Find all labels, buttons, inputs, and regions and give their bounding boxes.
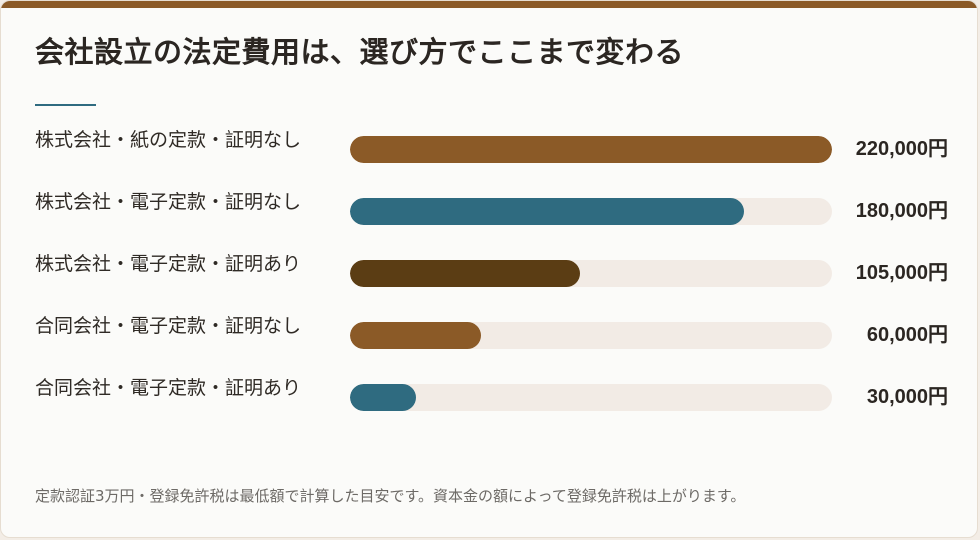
- bar-track: [350, 136, 832, 163]
- top-accent-bar: [1, 1, 977, 8]
- bar: [350, 322, 482, 349]
- chart-title: 会社設立の法定費用は、選び方でここまで変わる: [35, 35, 685, 69]
- bar: [350, 260, 581, 287]
- bar-track: [350, 260, 832, 287]
- value-label: 60,000円: [866, 324, 948, 346]
- bar-track: [350, 198, 832, 225]
- category-label: 株式会社・電子定款・証明なし: [35, 191, 302, 213]
- bar-track: [350, 322, 832, 349]
- bar: [350, 384, 416, 411]
- category-label: 株式会社・電子定款・証明あり: [35, 253, 302, 275]
- bar-track: [350, 384, 832, 411]
- category-label: 株式会社・紙の定款・証明なし: [35, 129, 302, 151]
- value-label: 30,000円: [866, 386, 948, 408]
- bar-chart: 株式会社・紙の定款・証明なし 220,000円株式会社・電子定款・証明なし 180,…: [1, 125, 977, 435]
- value-label: 105,000円: [855, 262, 948, 284]
- value-label: 180,000円: [855, 200, 948, 222]
- bar: [350, 198, 745, 225]
- category-label: 合同会社・電子定款・証明なし: [35, 315, 302, 337]
- bar: [350, 136, 832, 163]
- bar-row: 合同会社・電子定款・証明なし 60,000円: [1, 311, 977, 373]
- title-underline: [35, 104, 96, 106]
- category-label: 合同会社・電子定款・証明あり: [35, 377, 302, 399]
- bar-row: 合同会社・電子定款・証明あり 30,000円: [1, 373, 977, 435]
- footnote: 定款認証3万円・登録免許税は最低額で計算した目安です。資本金の額によって登録免許…: [35, 487, 746, 505]
- bar-row: 株式会社・紙の定款・証明なし 220,000円: [1, 125, 977, 187]
- bar-row: 株式会社・電子定款・証明なし 180,000円: [1, 187, 977, 249]
- value-label: 220,000円: [855, 138, 948, 160]
- bar-row: 株式会社・電子定款・証明あり 105,000円: [1, 249, 977, 311]
